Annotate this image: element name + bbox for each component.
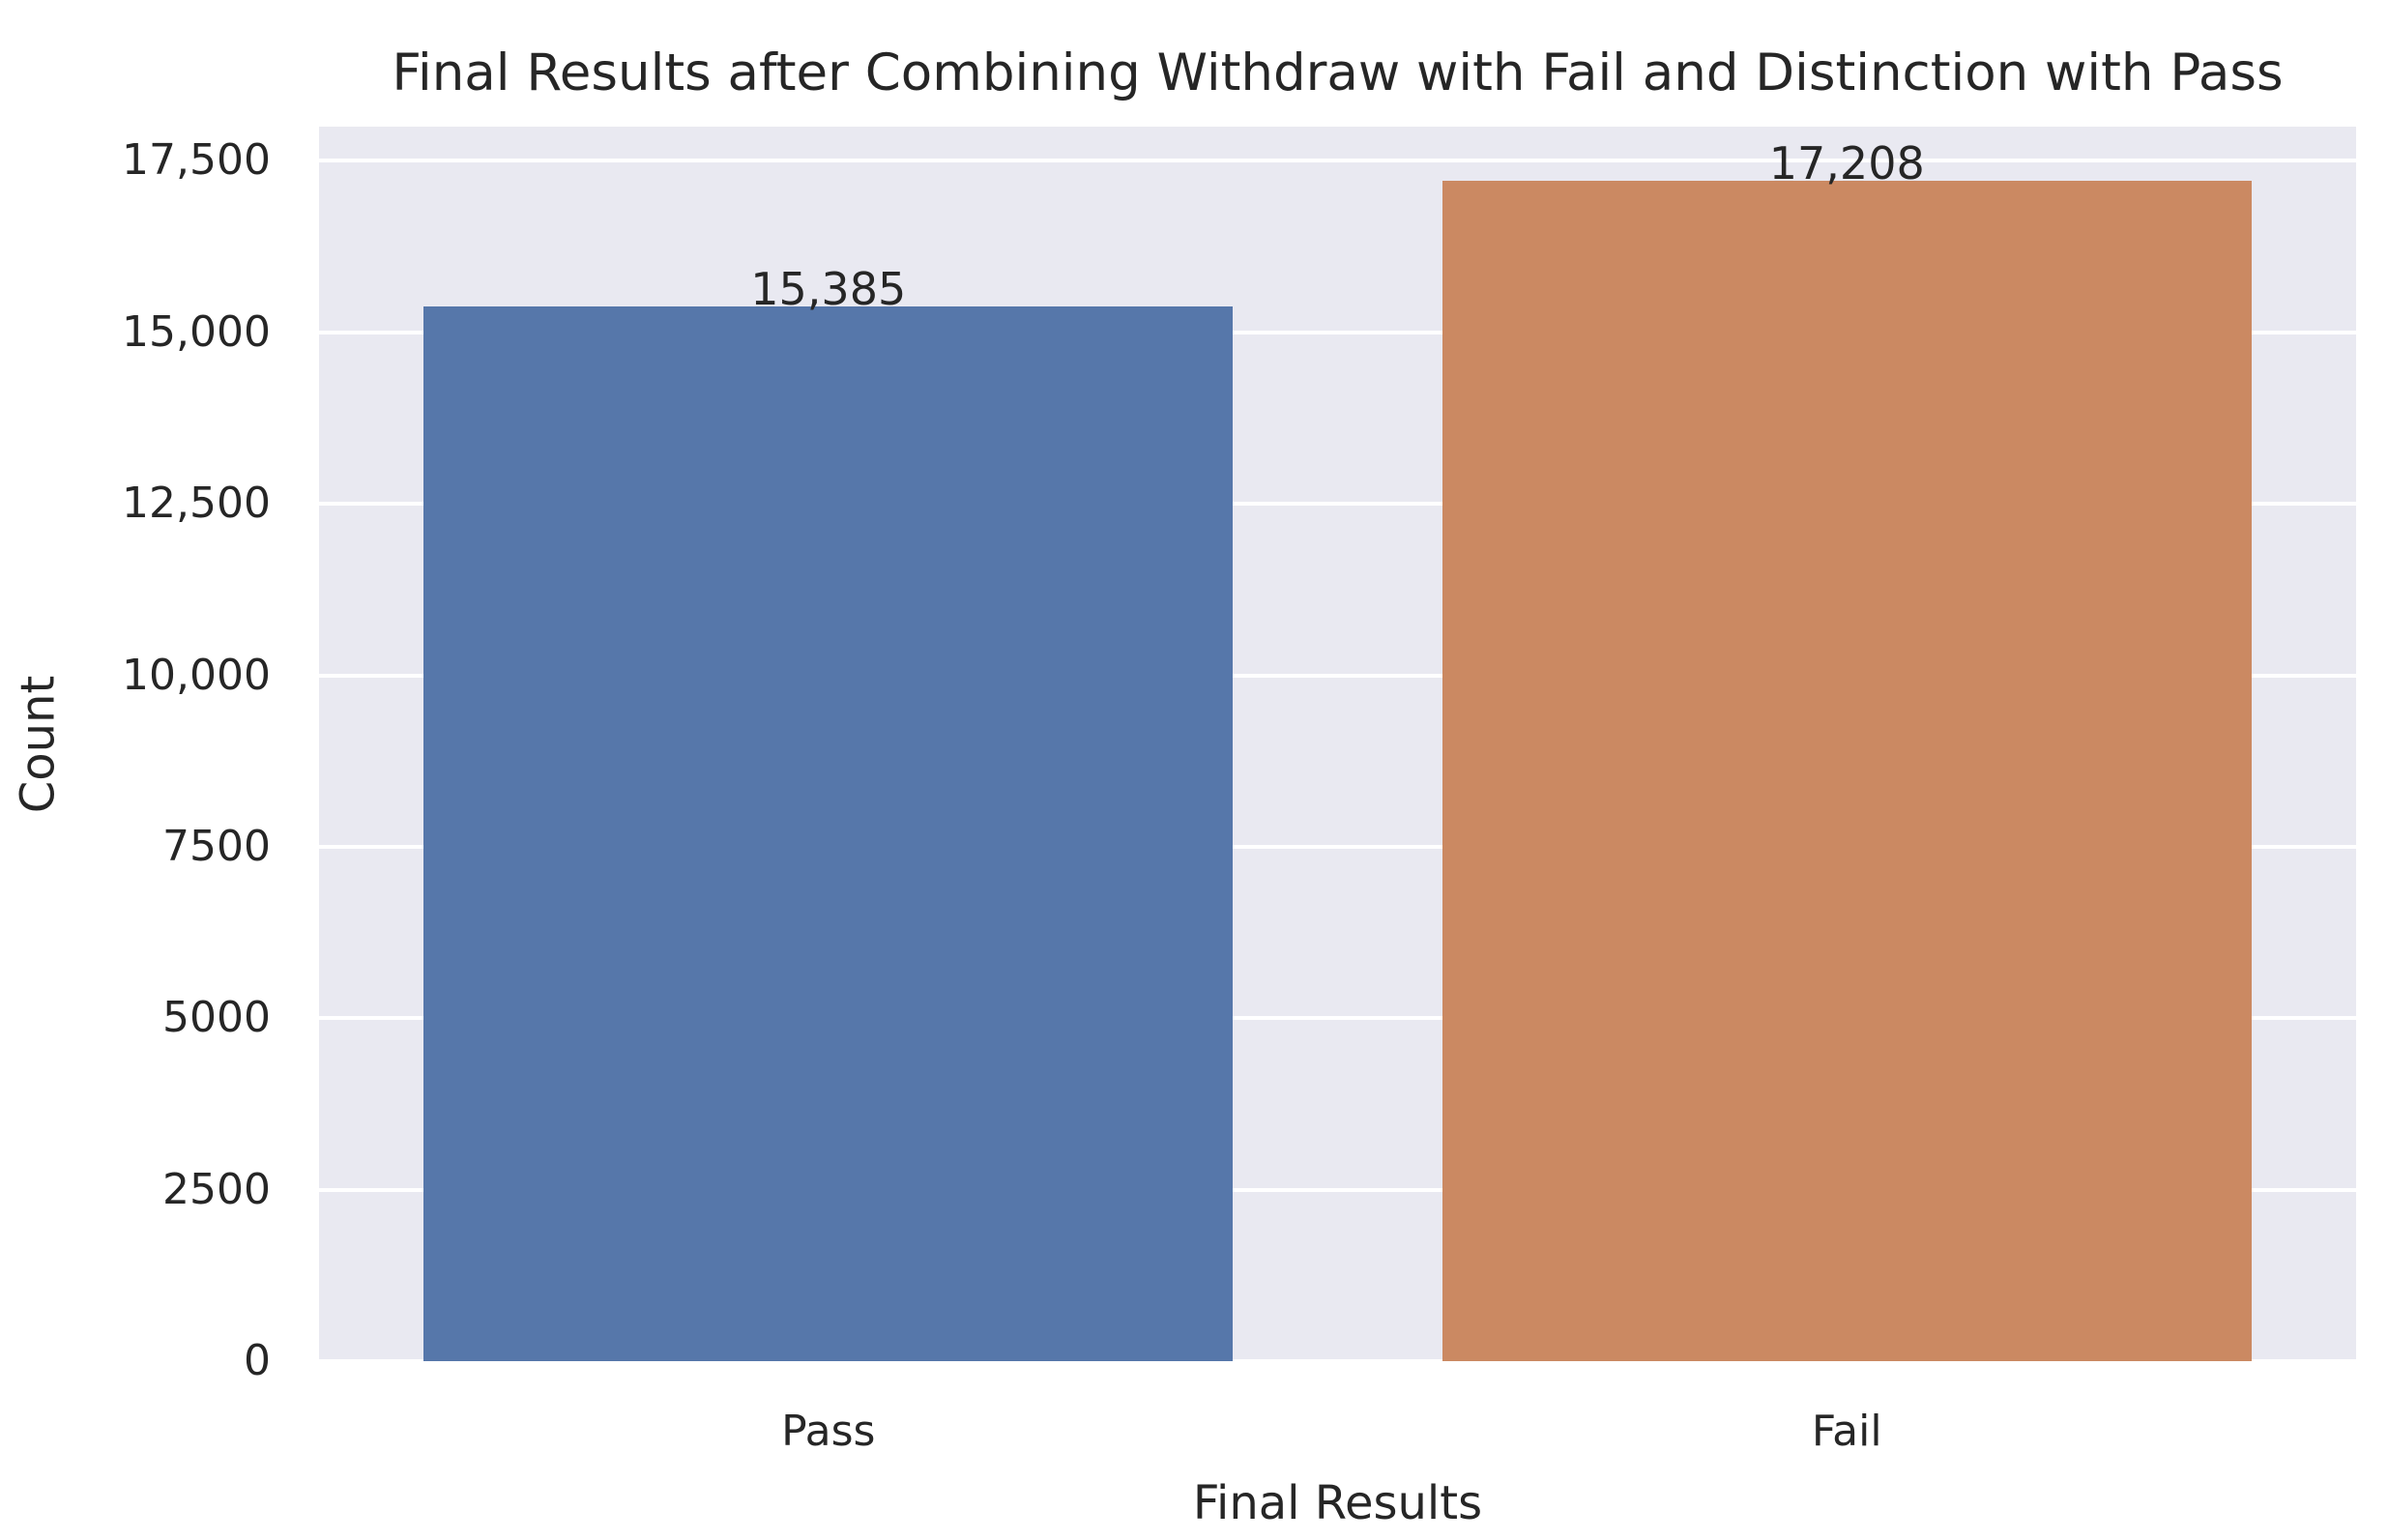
bar-fail [1442, 181, 2252, 1361]
y-tick-label: 15,000 [122, 306, 271, 357]
gridline [319, 1016, 2356, 1021]
gridline [319, 330, 2356, 334]
chart-title: Final Results after Combining Withdraw w… [392, 44, 2284, 102]
y-tick-label: 12,500 [122, 479, 271, 529]
y-tick-label: 17,500 [122, 135, 271, 186]
x-tick-label-pass: Pass [781, 1407, 876, 1456]
gridline [319, 1359, 2356, 1363]
y-tick-label: 0 [244, 1336, 271, 1385]
bar-value-label: 17,208 [1768, 137, 1925, 190]
x-axis-label: Final Results [1192, 1476, 1483, 1530]
gridline [319, 159, 2356, 163]
y-axis-label: Count [11, 675, 66, 814]
gridline [319, 673, 2356, 678]
bar-pass [423, 305, 1234, 1361]
gridline [319, 1187, 2356, 1192]
bar-value-label: 15,385 [750, 262, 907, 315]
y-tick-label: 7500 [162, 821, 271, 871]
y-tick-label: 10,000 [122, 650, 271, 700]
y-tick-label: 2500 [162, 1164, 271, 1214]
y-tick-label: 5000 [162, 993, 271, 1043]
gridline [319, 502, 2356, 507]
plot-area [319, 127, 2356, 1363]
gridline [319, 844, 2356, 849]
x-tick-label-fail: Fail [1811, 1407, 1882, 1456]
